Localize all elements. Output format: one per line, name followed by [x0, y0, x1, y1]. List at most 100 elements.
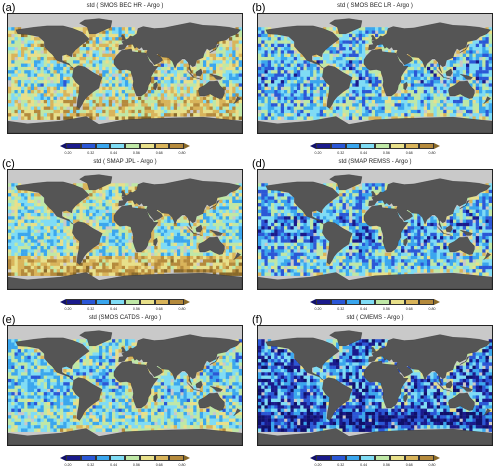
heatmap-cell [176, 242, 181, 247]
heatmap-cell [426, 242, 431, 247]
heatmap-cell [186, 99, 191, 104]
heatmap-cell [193, 236, 197, 240]
heatmap-cell [309, 239, 314, 243]
heatmap-cell [157, 255, 161, 260]
heatmap-cell [482, 229, 486, 233]
heatmap-cell [82, 60, 87, 64]
heatmap-cell [469, 116, 473, 120]
colorbar-segment [95, 299, 111, 305]
heatmap-cell [82, 269, 87, 273]
heatmap-cell [420, 66, 424, 71]
heatmap-cell [238, 47, 242, 51]
heatmap-cell [433, 93, 437, 97]
heatmap-cell [121, 242, 126, 247]
heatmap-cell [287, 43, 291, 48]
heatmap-cell [232, 252, 236, 257]
heatmap-cell [475, 106, 480, 111]
heatmap-cell [27, 47, 31, 51]
heatmap-cell [417, 76, 421, 81]
heatmap-cell [440, 99, 444, 104]
heatmap-cell [27, 106, 31, 111]
heatmap-cell [121, 73, 126, 77]
heatmap-cell [73, 109, 77, 114]
map-panel: (b) std ( SMOS BEC LR - Argo ) 0.20 0.32 0.4… [250, 0, 500, 156]
heatmap-cell [125, 27, 129, 31]
heatmap-cell [24, 96, 28, 101]
land-polygon [403, 81, 408, 91]
heatmap-cell [17, 103, 22, 107]
heatmap-cell [76, 212, 80, 217]
heatmap-cell [453, 232, 457, 237]
heatmap-cell [186, 73, 191, 77]
heatmap-cell [163, 222, 168, 227]
heatmap-cell [14, 53, 18, 58]
heatmap-cell [17, 66, 22, 71]
heatmap-cell [423, 236, 428, 240]
heatmap-cell [229, 265, 233, 270]
heatmap-cell [115, 255, 119, 260]
heatmap-cell [362, 60, 366, 64]
heatmap-cell [274, 222, 278, 227]
heatmap-cell [466, 212, 470, 217]
heatmap-cell [160, 73, 165, 77]
heatmap-cell [37, 56, 41, 61]
heatmap-cell [339, 193, 343, 197]
heatmap-cell [105, 199, 109, 204]
heatmap-cell [89, 255, 93, 260]
heatmap-cell [420, 219, 424, 224]
heatmap-cell [59, 86, 64, 91]
heatmap-cell [375, 70, 379, 74]
heatmap-cell [33, 96, 38, 101]
heatmap-cell [261, 209, 265, 214]
heatmap-cell [163, 265, 168, 270]
heatmap-cell [342, 50, 346, 54]
heatmap-cell [37, 226, 41, 230]
heatmap-cell [300, 232, 304, 237]
heatmap-cell [277, 189, 281, 194]
heatmap-cell [316, 216, 320, 220]
heatmap-cell [309, 70, 314, 74]
heatmap-cell [329, 56, 333, 61]
heatmap-cell [456, 73, 460, 77]
heatmap-cell [170, 63, 174, 68]
heatmap-cell [134, 262, 139, 267]
heatmap-cell [43, 222, 48, 227]
heatmap-cell [293, 93, 298, 97]
heatmap-cell [82, 216, 87, 220]
heatmap-cell [264, 99, 268, 104]
heatmap-cell [43, 116, 48, 120]
heatmap-cell [229, 70, 233, 74]
heatmap-cell [309, 80, 314, 84]
heatmap-cell [199, 96, 204, 101]
heatmap-cell [300, 103, 304, 107]
heatmap-cell [440, 96, 444, 101]
heatmap-cell [24, 212, 28, 217]
heatmap-cell [118, 83, 122, 87]
heatmap-cell [219, 255, 223, 260]
heatmap-cell [290, 206, 294, 210]
heatmap-cell [479, 37, 483, 41]
heatmap-cell [154, 103, 158, 107]
heatmap-cell [17, 239, 22, 243]
heatmap-cell [400, 80, 405, 84]
heatmap-cell [125, 232, 129, 237]
heatmap-cell [280, 209, 285, 214]
heatmap-cell [27, 83, 31, 87]
heatmap-cell [306, 63, 311, 68]
heatmap-cell [69, 246, 74, 250]
heatmap-cell [283, 43, 288, 48]
heatmap-cell [163, 90, 168, 94]
heatmap-cell [95, 203, 100, 207]
heatmap-cell [229, 209, 233, 214]
heatmap-cell [8, 93, 12, 97]
heatmap-cell [371, 246, 376, 250]
heatmap-cell [170, 83, 174, 87]
heatmap-cell [216, 53, 220, 58]
heatmap-cell [92, 33, 96, 38]
heatmap-cell [258, 113, 262, 117]
heatmap-cell [277, 99, 281, 104]
land-polygon [209, 44, 220, 54]
heatmap-cell [37, 66, 41, 71]
heatmap-cell [358, 86, 363, 91]
heatmap-cell [287, 106, 291, 111]
